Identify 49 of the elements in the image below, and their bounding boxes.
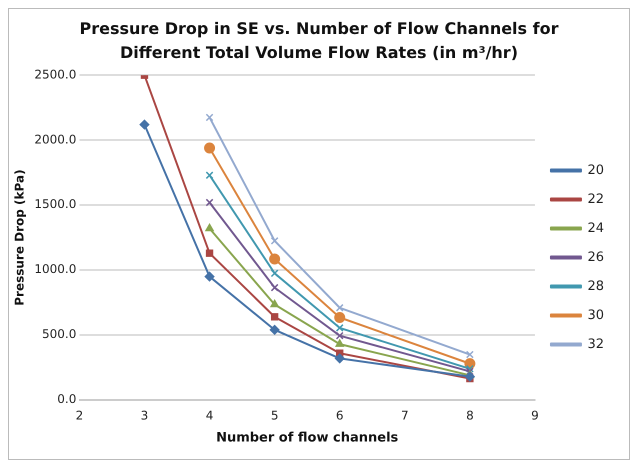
- legend-label: 32: [587, 336, 604, 352]
- y-tick-label: 1000.0: [34, 262, 76, 276]
- point: [270, 324, 280, 335]
- y-tick-label: 500.0: [42, 327, 76, 342]
- point: [466, 367, 474, 376]
- y-tick-label: 2000.0: [34, 132, 76, 146]
- point: [466, 364, 474, 373]
- x-axis-title: Number of flow channels: [216, 430, 399, 446]
- point: [204, 142, 216, 154]
- point: [335, 339, 344, 347]
- x-tick-label: 3: [140, 408, 148, 422]
- point: [464, 372, 475, 382]
- point: [139, 120, 150, 130]
- legend-label: 28: [587, 278, 604, 294]
- point: [336, 304, 344, 312]
- point: [206, 198, 214, 206]
- legend-label: 24: [587, 220, 604, 236]
- point: [206, 171, 214, 180]
- x-tick-label: 7: [400, 408, 409, 422]
- point: [270, 284, 279, 292]
- legend-label: 26: [587, 250, 604, 265]
- legend-label: 30: [587, 308, 604, 323]
- x-tick-label: 9: [531, 408, 539, 422]
- y-tick-label: 0.0: [57, 392, 76, 406]
- x-tick-label: 5: [270, 408, 278, 422]
- point: [336, 332, 344, 340]
- x-tick-label: 8: [466, 408, 474, 422]
- y-tick-label: 1500.0: [34, 197, 76, 212]
- x-tick-label: 6: [336, 408, 344, 422]
- point: [204, 272, 215, 282]
- point: [466, 350, 474, 358]
- point: [334, 312, 346, 323]
- point: [206, 250, 214, 257]
- x-tick-label: 4: [206, 408, 214, 422]
- y-axis-title: Pressure Drop (kPa): [12, 169, 26, 306]
- point: [206, 113, 214, 122]
- point: [270, 300, 280, 308]
- point: [270, 313, 278, 321]
- legend-label: 22: [587, 192, 604, 207]
- legend-label: 20: [587, 162, 604, 178]
- point: [270, 269, 279, 278]
- chart-title: Pressure Drop in SE vs. Number of Flow Channels for Different Total Volume Flow Rates (in m³/hr): [78, 18, 560, 64]
- point: [270, 236, 279, 245]
- point: [336, 324, 344, 332]
- x-tick-label: 2: [76, 408, 84, 422]
- point: [205, 224, 214, 232]
- y-tick-label: 2500.0: [34, 67, 76, 82]
- point: [269, 254, 280, 265]
- point: [334, 353, 345, 364]
